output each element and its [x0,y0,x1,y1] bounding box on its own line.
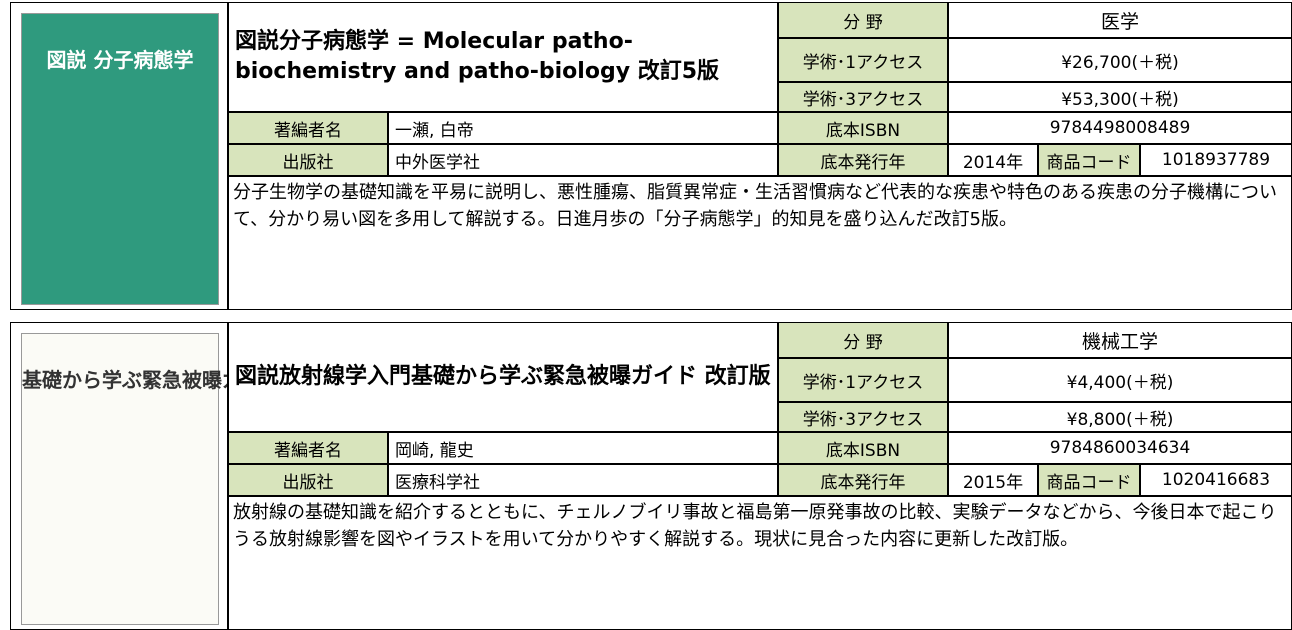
access3-price: ¥8,800(＋税) [948,402,1292,432]
year-label: 底本発行年 [778,144,948,176]
book-entry: 基礎から学ぶ緊急被曝ガイド図説放射線学入門基礎から学ぶ緊急被曝ガイド 改訂版分 … [10,322,1292,630]
access1-price: ¥4,400(＋税) [948,358,1292,402]
year-value: 2015年 [948,464,1038,496]
access1-label: 学術･1アクセス [778,358,948,402]
author-label: 著編者名 [228,112,388,144]
author-label: 著編者名 [228,432,388,464]
book-entry: 図説 分子病態学 図説分子病態学 = Molecular patho-bioche… [10,2,1292,310]
book-title: 図説放射線学入門基礎から学ぶ緊急被曝ガイド 改訂版 [228,322,778,432]
cover-title: 図説 分子病態学 [46,48,194,72]
access1-price: ¥26,700(＋税) [948,38,1292,82]
cover-image: 基礎から学ぶ緊急被曝ガイド [21,333,227,625]
publisher-value: 医療科学社 [388,464,778,496]
cover-cell: 基礎から学ぶ緊急被曝ガイド [10,322,228,630]
year-label: 底本発行年 [778,464,948,496]
publisher-label: 出版社 [228,464,388,496]
author-value: 岡崎, 龍史 [388,432,778,464]
author-value: 一瀬, 白帝 [388,112,778,144]
description: 分子生物学の基礎知識を平易に説明し、悪性腫瘍、脂質異常症・生活習慣病など代表的な… [228,176,1292,310]
access3-label: 学術･3アクセス [778,402,948,432]
year-value: 2014年 [948,144,1038,176]
field-value: 機械工学 [948,322,1292,358]
field-label: 分 野 [778,2,948,38]
description: 放射線の基礎知識を紹介するとともに、チェルノブイリ事故と福島第一原発事故の比較、… [228,496,1292,630]
isbn-label: 底本ISBN [778,112,948,144]
publisher-label: 出版社 [228,144,388,176]
cover-title: 基礎から学ぶ緊急被曝ガイド [22,368,227,392]
access1-label: 学術･1アクセス [778,38,948,82]
access3-label: 学術･3アクセス [778,82,948,112]
field-label: 分 野 [778,322,948,358]
access3-price: ¥53,300(＋税) [948,82,1292,112]
code-value: 1020416683 [1140,464,1292,496]
cover-cell: 図説 分子病態学 [10,2,228,310]
publisher-value: 中外医学社 [388,144,778,176]
cover-image: 図説 分子病態学 [21,13,219,305]
code-label: 商品コード [1038,144,1140,176]
isbn-value: 9784498008489 [948,112,1292,144]
isbn-label: 底本ISBN [778,432,948,464]
field-value: 医学 [948,2,1292,38]
code-label: 商品コード [1038,464,1140,496]
book-title: 図説分子病態学 = Molecular patho-biochemistry a… [228,2,778,112]
isbn-value: 9784860034634 [948,432,1292,464]
code-value: 1018937789 [1140,144,1292,176]
